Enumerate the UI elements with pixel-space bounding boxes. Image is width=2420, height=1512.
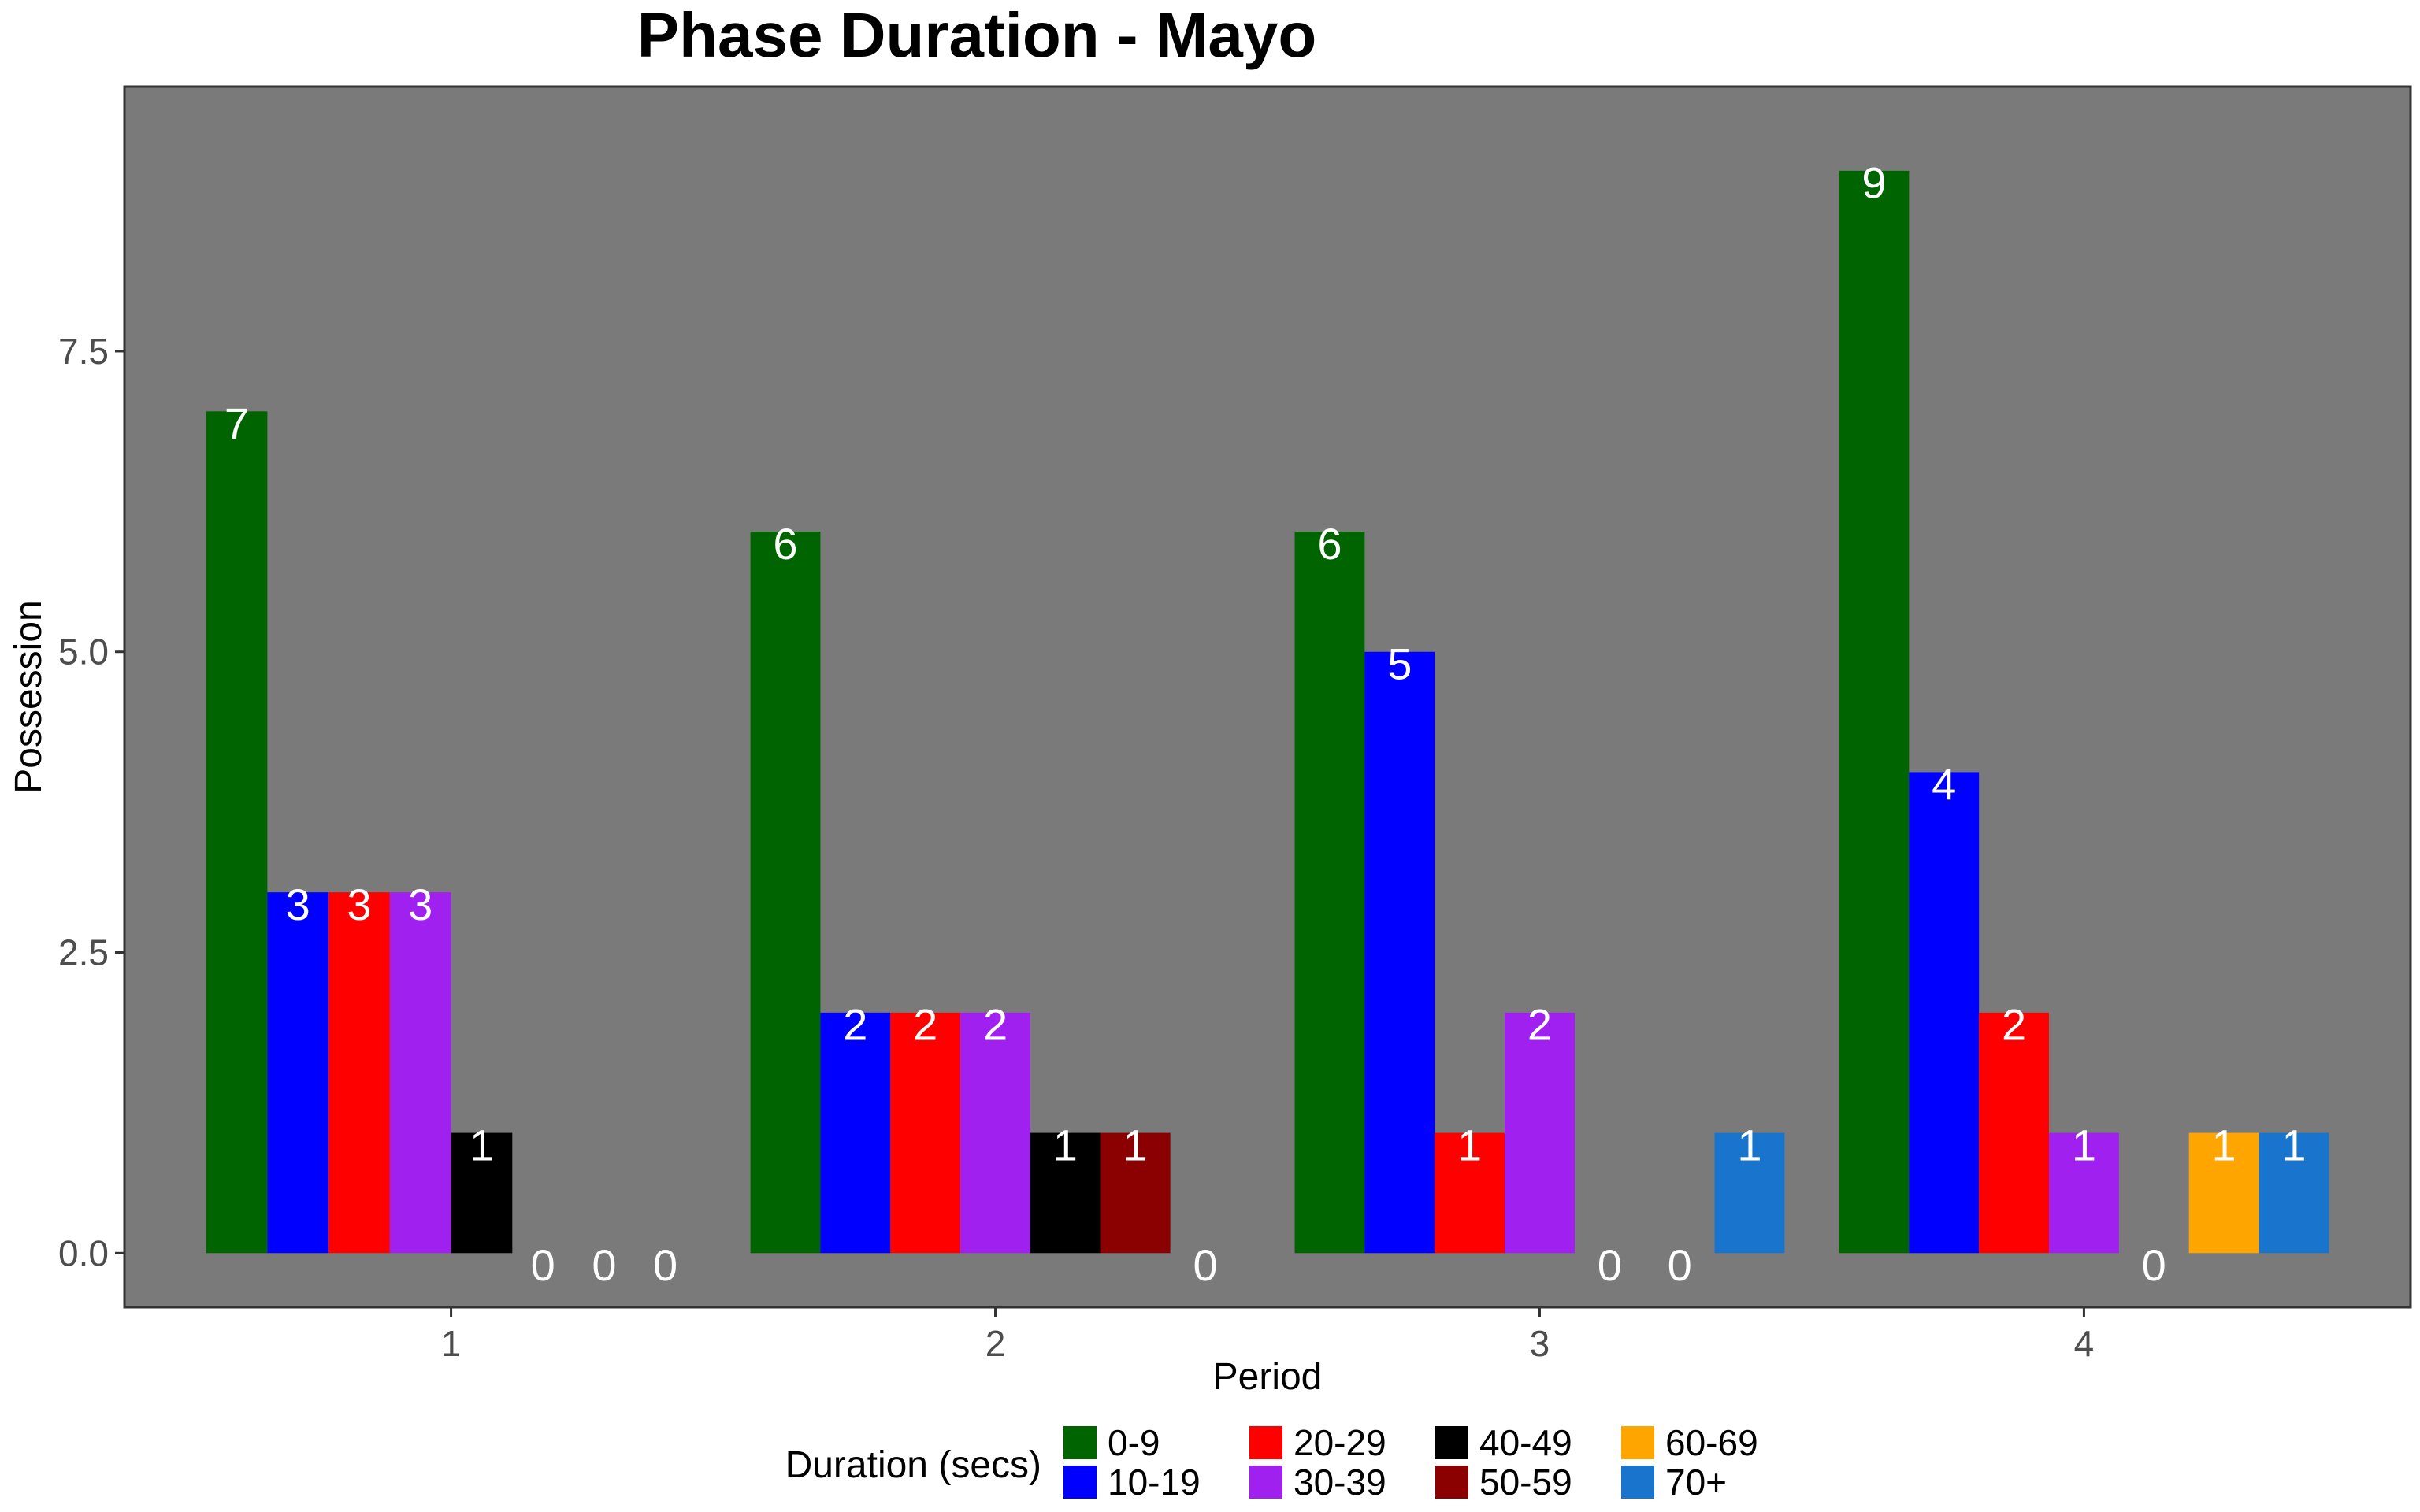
data-label: 0 — [1598, 1240, 1622, 1290]
data-label: 0 — [653, 1240, 677, 1290]
legend-label: 0-9 — [1108, 1422, 1160, 1463]
x-tick-label: 4 — [2074, 1323, 2095, 1364]
bar — [2049, 1132, 2119, 1254]
data-label: 1 — [470, 1120, 494, 1169]
data-label: 6 — [1317, 519, 1342, 569]
data-label: 0 — [1193, 1240, 1217, 1290]
bar — [1909, 772, 1980, 1254]
bar — [389, 892, 451, 1254]
bars-group — [206, 170, 2329, 1254]
bar — [1839, 170, 1910, 1254]
bar — [890, 1012, 961, 1254]
chart-title: Phase Duration - Mayo — [637, 0, 1316, 70]
bar — [820, 1012, 891, 1254]
data-label: 5 — [1387, 639, 1412, 689]
data-label: 1 — [2281, 1120, 2306, 1169]
data-label: 2 — [1527, 1000, 1552, 1050]
data-label: 0 — [531, 1240, 555, 1290]
data-label: 1 — [2212, 1120, 2236, 1169]
bar — [1435, 1132, 1505, 1254]
data-label: 0 — [1668, 1240, 1692, 1290]
y-axis-title: Possession — [8, 600, 50, 793]
y-axis: 0.0 2.5 5.0 7.5 — [58, 331, 124, 1273]
legend-key — [1249, 1426, 1282, 1459]
data-label: 3 — [286, 880, 310, 929]
legend-label: 60-69 — [1665, 1422, 1758, 1463]
data-label: 9 — [1861, 158, 1886, 208]
y-tick-label: 5.0 — [58, 632, 109, 673]
data-label: 2 — [843, 1000, 867, 1050]
data-label: 1 — [1457, 1120, 1482, 1169]
data-label: 1 — [1123, 1120, 1148, 1169]
data-label: 3 — [408, 880, 432, 929]
data-label: 1 — [1737, 1120, 1761, 1169]
x-axis-title: Period — [1213, 1356, 1323, 1398]
bar — [1979, 1012, 2050, 1254]
legend-label: 30-39 — [1294, 1462, 1386, 1503]
bar — [1030, 1132, 1101, 1254]
bar — [267, 892, 329, 1254]
data-label: 1 — [1053, 1120, 1078, 1169]
bar — [1364, 651, 1435, 1254]
legend-key — [1621, 1426, 1654, 1459]
data-label: 0 — [592, 1240, 616, 1290]
data-label: 2 — [913, 1000, 937, 1050]
legend-label: 20-29 — [1294, 1422, 1386, 1463]
x-tick-label: 1 — [441, 1323, 462, 1364]
x-tick-label: 2 — [985, 1323, 1006, 1364]
data-label: 7 — [225, 398, 249, 448]
legend-key — [1435, 1466, 1468, 1499]
data-label: 4 — [1932, 759, 1956, 809]
bar — [1505, 1012, 1575, 1254]
legend-key — [1063, 1426, 1097, 1459]
bar — [328, 892, 390, 1254]
legend-label: 70+ — [1665, 1462, 1727, 1503]
data-label: 2 — [983, 1000, 1008, 1050]
bar — [206, 411, 268, 1254]
bar — [2259, 1132, 2329, 1254]
bar — [960, 1012, 1030, 1254]
bar — [1714, 1132, 1785, 1254]
legend-key — [1063, 1466, 1097, 1499]
plot-panel — [123, 85, 2412, 1309]
bar — [750, 532, 821, 1254]
legend-title: Duration (secs) — [785, 1444, 1041, 1486]
legend-label: 10-19 — [1108, 1462, 1201, 1503]
data-label: 1 — [2072, 1120, 2096, 1169]
legend-key — [1435, 1426, 1468, 1459]
bar — [451, 1132, 513, 1254]
legend-label: 50-59 — [1479, 1462, 1572, 1503]
data-label: 2 — [2002, 1000, 2026, 1050]
x-tick-label: 3 — [1530, 1323, 1550, 1364]
data-label: 6 — [773, 519, 797, 569]
x-axis: 1 2 3 4 — [441, 1307, 2094, 1364]
legend-key — [1249, 1466, 1282, 1499]
y-tick-label: 2.5 — [58, 932, 109, 973]
y-tick-label: 0.0 — [58, 1232, 109, 1273]
bar — [1294, 532, 1365, 1254]
data-label: 0 — [2142, 1240, 2166, 1290]
bar — [1100, 1132, 1171, 1254]
bar — [2188, 1132, 2259, 1254]
y-tick-label: 7.5 — [58, 331, 109, 372]
legend-label: 40-49 — [1479, 1422, 1572, 1463]
data-label: 3 — [347, 880, 371, 929]
legend-key — [1621, 1466, 1654, 1499]
